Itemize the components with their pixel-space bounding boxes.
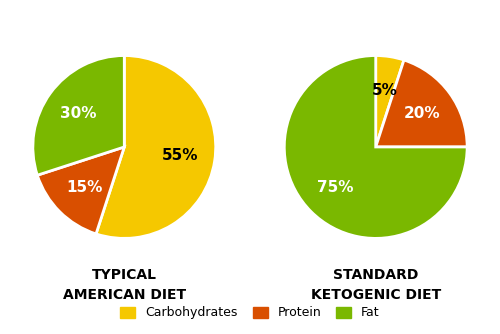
Text: 5%: 5% [372,84,398,99]
Text: 55%: 55% [162,148,198,163]
Text: 30%: 30% [60,106,96,121]
Text: 75%: 75% [318,180,354,194]
Wedge shape [33,55,124,175]
Wedge shape [284,55,467,238]
Wedge shape [96,55,216,238]
Title: STANDARD
KETOGENIC DIET: STANDARD KETOGENIC DIET [310,268,441,302]
Wedge shape [376,55,404,147]
Title: TYPICAL
AMERICAN DIET: TYPICAL AMERICAN DIET [62,268,186,302]
Wedge shape [376,60,467,147]
Text: 15%: 15% [66,180,102,194]
Text: 20%: 20% [404,106,440,121]
Legend: Carbohydrates, Protein, Fat: Carbohydrates, Protein, Fat [115,301,385,324]
Wedge shape [38,147,124,234]
